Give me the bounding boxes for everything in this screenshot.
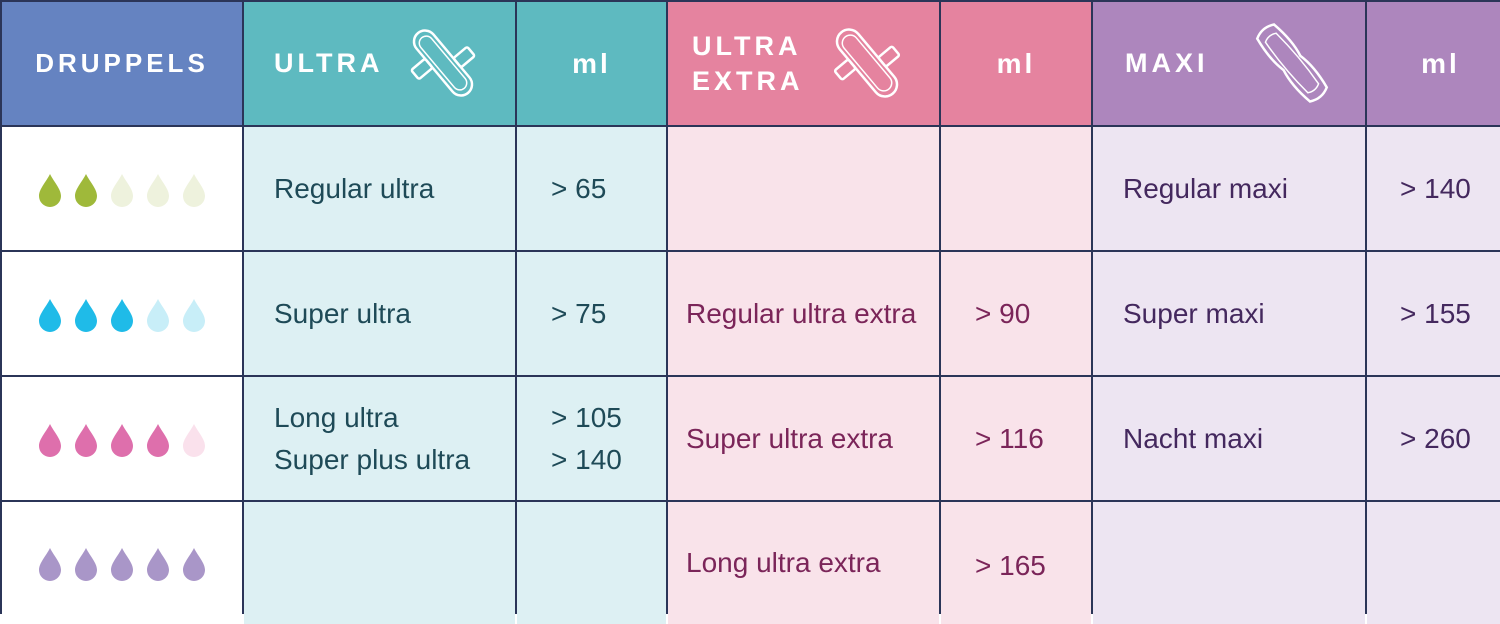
maxi-ml-value: > 140 [1400, 172, 1471, 204]
drop-icon [147, 548, 169, 581]
header-druppels: DRUPPELS [2, 2, 242, 125]
drops-cell [2, 252, 242, 375]
drop-icon [39, 423, 61, 457]
ultra-extra-product: Regular ultra extra [686, 297, 917, 329]
drop-icon [147, 298, 169, 332]
drop-icon [75, 298, 97, 332]
header-ultra-ml: ml [517, 2, 666, 125]
drop-icon [183, 423, 205, 457]
header-ultra-ml-label: ml [572, 47, 611, 79]
header-ultra-extra: ULTRA EXTRA [668, 2, 939, 125]
header-ultra-label: ULTRA [274, 48, 384, 78]
ultra-ml-value: > 65 [551, 172, 607, 204]
drop-icon [75, 548, 97, 581]
drop-icon [111, 548, 133, 581]
maxi-product-cell: Regular maxi [1093, 127, 1365, 250]
header-ultra-extra-ml: ml [941, 2, 1091, 125]
drop-icon [111, 173, 133, 207]
ultra-ml-value: > 140 [551, 443, 622, 475]
header-ultra-extra-line2: EXTRA [692, 65, 804, 96]
maxi-ml-cell: > 155 [1367, 252, 1500, 375]
ultra-product-cell: Long ultra Super plus ultra [244, 377, 515, 500]
drop-icon [75, 173, 97, 207]
ultra-pad-icon [410, 29, 476, 97]
ultra-product: Super ultra [274, 297, 411, 329]
drop-icon [39, 548, 61, 581]
ultra-extra-ml-cell [941, 127, 1091, 250]
drop-icon [75, 423, 97, 457]
header-maxi-label: MAXI [1125, 48, 1209, 78]
maxi-product: Regular maxi [1123, 172, 1288, 204]
ultra-product-cell [244, 502, 515, 624]
ultra-extra-ml-value: > 90 [975, 297, 1031, 329]
ultra-ml-cell [517, 502, 666, 624]
maxi-ml-cell: > 140 [1367, 127, 1500, 250]
maxi-pad-icon [1255, 23, 1329, 103]
ultra-ml-cell: > 65 [517, 127, 666, 250]
drops-cell [2, 377, 242, 500]
drop-icon [183, 173, 205, 207]
ultra-extra-ml-cell: > 165 [941, 502, 1091, 624]
maxi-ml-cell: > 260 [1367, 377, 1500, 500]
header-ultra: ULTRA [244, 2, 515, 125]
header-maxi-ml-label: ml [1421, 47, 1460, 79]
ultra-extra-ml-cell: > 116 [941, 377, 1091, 500]
ultra-ml-value: > 75 [551, 297, 607, 329]
ultra-extra-pad-icon [833, 28, 901, 98]
ultra-extra-product: Long ultra extra [686, 547, 881, 578]
ultra-ml-value: > 105 [551, 401, 622, 433]
header-druppels-label: DRUPPELS [35, 48, 209, 78]
ultra-extra-ml-value: > 116 [975, 422, 1044, 454]
drop-icon [111, 423, 133, 457]
maxi-product-cell: Nacht maxi [1093, 377, 1365, 500]
drop-icon [39, 298, 61, 332]
drop-icon [183, 548, 205, 581]
ultra-extra-product-cell: Regular ultra extra [668, 252, 939, 375]
ultra-extra-product-cell: Super ultra extra [668, 377, 939, 500]
maxi-ml-value: > 260 [1400, 422, 1471, 454]
ultra-ml-cell: > 105 > 140 [517, 377, 666, 500]
drop-icon [183, 298, 205, 332]
maxi-ml-cell [1367, 502, 1500, 624]
drop-icon [39, 173, 61, 207]
ultra-product: Super plus ultra [274, 443, 471, 475]
maxi-product: Nacht maxi [1123, 422, 1264, 454]
maxi-product-cell [1093, 502, 1365, 624]
maxi-product-cell: Super maxi [1093, 252, 1365, 375]
ultra-product: Regular ultra [274, 172, 435, 204]
drop-icon [147, 173, 169, 207]
ultra-extra-product-cell: Long ultra extra [668, 502, 939, 624]
maxi-ml-value: > 155 [1400, 297, 1471, 329]
ultra-extra-ml-value: > 165 [975, 550, 1046, 581]
ultra-ml-cell: > 75 [517, 252, 666, 375]
ultra-product-cell: Regular ultra [244, 127, 515, 250]
header-maxi-ml: ml [1367, 2, 1500, 125]
ultra-product: Long ultra [274, 401, 399, 433]
ultra-extra-ml-cell: > 90 [941, 252, 1091, 375]
header-ultra-extra-ml-label: ml [996, 47, 1036, 79]
ultra-extra-product-cell [668, 127, 939, 250]
ultra-product-cell: Super ultra [244, 252, 515, 375]
header-ultra-extra-line1: ULTRA [692, 30, 802, 61]
maxi-product: Super maxi [1123, 297, 1265, 329]
drop-icon [111, 298, 133, 332]
header-maxi: MAXI [1093, 2, 1365, 125]
ultra-extra-product: Super ultra extra [686, 422, 893, 454]
drop-icon [147, 423, 169, 457]
drops-cell [2, 502, 242, 624]
drops-cell [2, 127, 242, 250]
